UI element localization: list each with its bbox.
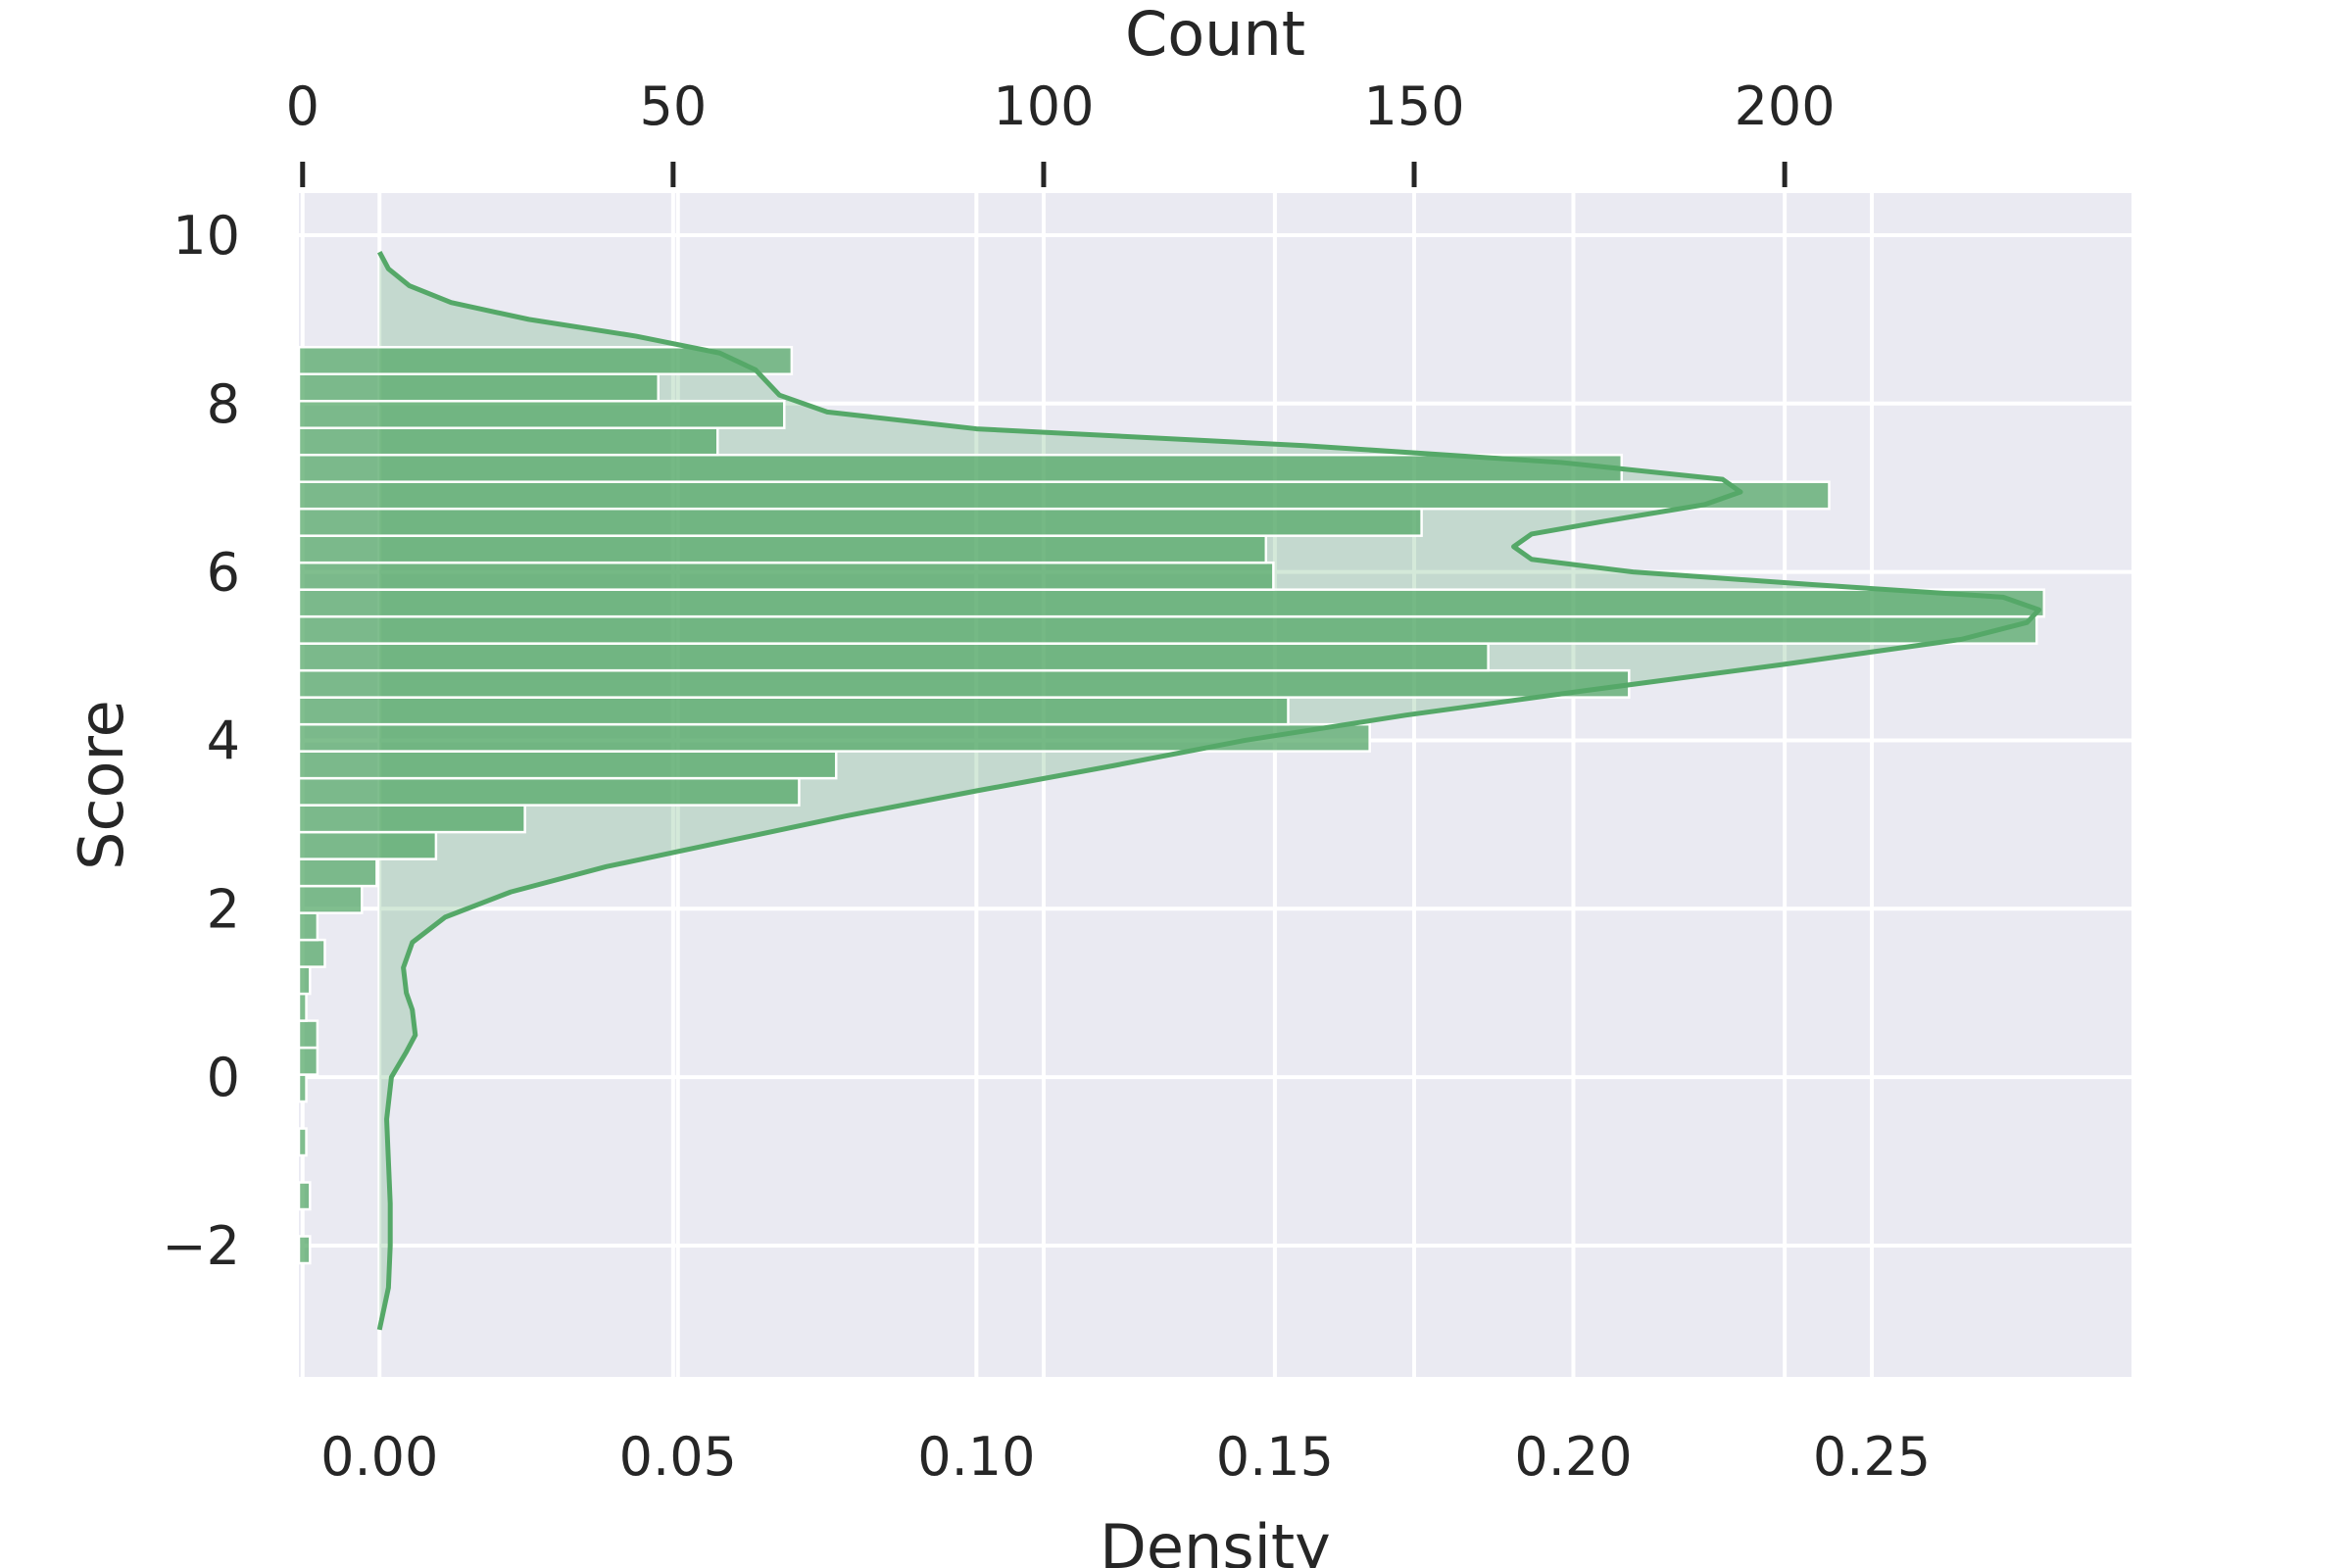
kde-curve — [376, 250, 2042, 1331]
y-tick-label: 10 — [172, 205, 240, 267]
histogram-bar — [297, 614, 2038, 645]
y-axis-title: Score — [66, 700, 137, 870]
y-tick-label: 6 — [207, 542, 240, 604]
histogram-bar — [297, 534, 1268, 564]
x-axis-title: Density — [1100, 1511, 1331, 1568]
histogram-bar — [297, 776, 801, 807]
histogram-bar — [297, 830, 438, 860]
x-tick-label: 0.00 — [320, 1426, 438, 1488]
histogram-bar — [297, 642, 1490, 672]
histogram-bars — [297, 345, 2046, 1265]
histogram-bar — [297, 426, 719, 457]
histogram-bar — [297, 911, 319, 942]
x-tick-label: 0.20 — [1514, 1426, 1632, 1488]
histogram-bar — [297, 858, 378, 888]
histogram-bar — [297, 1235, 312, 1265]
histogram-bar — [297, 1019, 319, 1050]
histogram-bar — [297, 399, 786, 429]
histogram-bar — [297, 507, 1423, 537]
histogram-bar — [297, 884, 364, 914]
histogram-bar — [297, 480, 1831, 511]
y-tick-label: 2 — [207, 878, 240, 940]
histogram-bar — [297, 588, 2046, 618]
x-tick-label: 0.10 — [917, 1426, 1035, 1488]
top-axis-title: Count — [1125, 0, 1305, 70]
top-tick-label: 200 — [1735, 75, 1836, 137]
axes: 0.00 0.05 0.10 0.15 0.20 0.25 0 50 100 150 200 −2 0 2… — [162, 75, 1931, 1488]
histogram-bar — [297, 561, 1275, 591]
histogram-bar — [297, 804, 526, 834]
histogram-bar — [297, 1046, 319, 1076]
histogram-bar — [297, 1127, 308, 1157]
top-tick-label: 150 — [1363, 75, 1464, 137]
histogram-bar — [297, 696, 1290, 726]
histogram-bar — [297, 668, 1631, 699]
histogram-bar — [297, 992, 308, 1022]
histogram-bar — [297, 750, 838, 780]
histogram-bar — [297, 372, 660, 403]
y-tick-label: 8 — [207, 373, 240, 435]
y-tick-label: 0 — [207, 1047, 240, 1108]
histogram-bar — [297, 938, 326, 968]
x-tick-label: 0.25 — [1813, 1426, 1931, 1488]
top-tick-label: 50 — [640, 75, 708, 137]
histogram-bar — [297, 1073, 308, 1103]
kde-line — [376, 250, 2042, 1331]
histogram-bar — [297, 1181, 312, 1211]
y-tick-label: −2 — [162, 1215, 240, 1277]
top-tick-label: 100 — [993, 75, 1094, 137]
histogram-bar — [297, 453, 1624, 483]
x-tick-label: 0.15 — [1216, 1426, 1334, 1488]
histogram-bar — [297, 345, 794, 375]
top-tick-label: 0 — [286, 75, 319, 137]
histogram-bar — [297, 965, 312, 996]
x-tick-label: 0.05 — [619, 1426, 737, 1488]
y-tick-label: 4 — [207, 710, 240, 771]
